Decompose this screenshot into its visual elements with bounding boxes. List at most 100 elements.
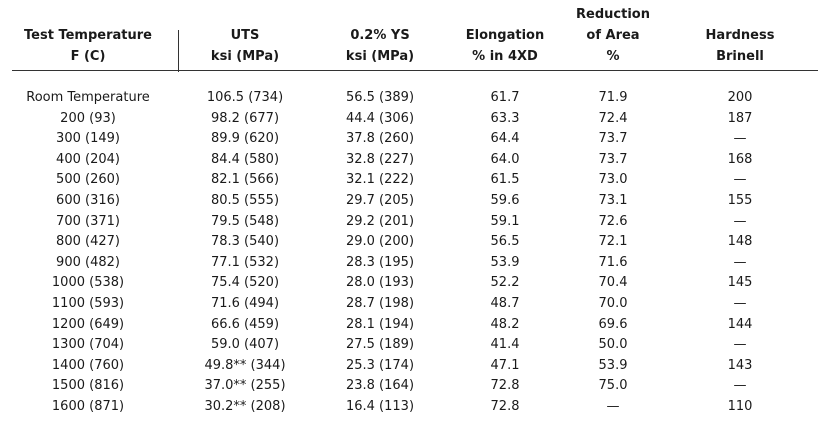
table-cell: 168	[727, 151, 753, 167]
table-cell: 98.2 (677)	[210, 110, 280, 126]
column-header: %	[606, 49, 620, 64]
table-cell: 63.3	[490, 110, 520, 126]
header-rule	[12, 70, 818, 71]
table-cell: 23.8 (164)	[345, 378, 415, 394]
column-header: F (C)	[70, 49, 106, 64]
table-cell: —	[733, 254, 747, 270]
column-header: ksi (MPa)	[345, 49, 415, 64]
table-cell: 106.5 (734)	[206, 90, 284, 105]
table-cell: 61.7	[490, 90, 520, 105]
table-cell: 110	[727, 399, 753, 414]
table-cell: 600 (316)	[56, 193, 120, 208]
table-cell: 72.6	[598, 213, 628, 229]
table-cell: 47.1	[490, 357, 520, 373]
table-cell: 400 (204)	[56, 151, 120, 167]
table-cell: 72.8	[490, 378, 520, 394]
column-header: of Area	[586, 28, 640, 43]
table-cell: 77.1 (532)	[210, 254, 280, 270]
table-cell: 73.1	[598, 193, 628, 208]
table-cell: 73.0	[598, 172, 628, 188]
column-header: Test Temperature	[24, 28, 152, 43]
table-cell: 29.7 (205)	[345, 193, 415, 208]
table-cell: —	[733, 131, 747, 147]
column-header: Elongation	[465, 28, 545, 43]
column-header: UTS	[230, 28, 260, 43]
table-cell: 48.7	[490, 296, 520, 311]
table-cell: —	[733, 296, 747, 311]
column-header: Reduction	[576, 7, 650, 22]
column-divider	[178, 30, 179, 72]
table-cell: 700 (371)	[56, 213, 120, 229]
table-cell: 30.2** (208)	[204, 399, 286, 414]
table-cell: 187	[727, 110, 753, 126]
table-cell: 1600 (871)	[51, 399, 125, 414]
table-cell: 300 (149)	[56, 131, 120, 147]
table-cell: 143	[727, 357, 753, 373]
table-cell: —	[733, 213, 747, 229]
table-cell: 52.2	[490, 275, 520, 291]
table-cell: 800 (427)	[56, 234, 120, 250]
table-cell: —	[733, 337, 747, 353]
table-cell: 49.8** (344)	[204, 357, 286, 373]
table-cell: 28.3 (195)	[345, 254, 415, 270]
table-cell: 44.4 (306)	[345, 110, 415, 126]
table-cell: 900 (482)	[56, 254, 120, 270]
table-cell: 71.6	[598, 254, 628, 270]
table-cell: —	[606, 399, 620, 414]
table-cell: 59.6	[490, 193, 520, 208]
table-cell: 41.4	[490, 337, 520, 353]
table-cell: 71.6 (494)	[210, 296, 280, 311]
column-header: ksi (MPa)	[210, 49, 280, 64]
table-cell: 66.6 (459)	[210, 316, 280, 332]
table-cell: 1100 (593)	[51, 296, 125, 311]
table-cell: 28.7 (198)	[345, 296, 415, 311]
table-cell: 72.4	[598, 110, 628, 126]
table-cell: —	[733, 378, 747, 394]
table-cell: 80.5 (555)	[210, 193, 280, 208]
table-cell: 1400 (760)	[51, 357, 125, 373]
column-header: Brinell	[716, 49, 764, 64]
table-cell: 69.6	[598, 316, 628, 332]
table-cell: 72.1	[598, 234, 628, 250]
table-cell: 73.7	[598, 131, 628, 147]
table-cell: 48.2	[490, 316, 520, 332]
table-cell: 82.1 (566)	[210, 172, 280, 188]
table-cell: 78.3 (540)	[210, 234, 280, 250]
table-cell: 37.8 (260)	[345, 131, 415, 147]
table-cell: 145	[727, 275, 753, 291]
table-cell: 1000 (538)	[51, 275, 125, 291]
table-cell: 1500 (816)	[51, 378, 125, 394]
table-cell: 53.9	[598, 357, 628, 373]
table-cell: 61.5	[490, 172, 520, 188]
table-cell: 73.7	[598, 151, 628, 167]
column-header: 0.2% YS	[350, 28, 410, 43]
table-cell: 56.5 (389)	[345, 90, 415, 105]
table-cell: 37.0** (255)	[204, 378, 286, 394]
table-cell: 84.4 (580)	[210, 151, 280, 167]
table-cell: 50.0	[598, 337, 628, 353]
table-cell: 79.5 (548)	[210, 213, 280, 229]
table-cell: 148	[727, 234, 753, 250]
column-header: % in 4XD	[472, 49, 538, 64]
table-cell: 64.4	[490, 131, 520, 147]
table-cell: 27.5 (189)	[345, 337, 415, 353]
table-cell: 200	[727, 90, 753, 105]
table-cell: 70.4	[598, 275, 628, 291]
table-cell: 28.0 (193)	[345, 275, 415, 291]
table-cell: —	[733, 172, 747, 188]
table-cell: 1200 (649)	[51, 316, 125, 332]
table-cell: 1300 (704)	[51, 337, 125, 353]
table-cell: 500 (260)	[56, 172, 120, 188]
table-cell: 144	[727, 316, 753, 332]
table-cell: 155	[727, 193, 753, 208]
table-cell: 59.0 (407)	[210, 337, 280, 353]
table-cell: 64.0	[490, 151, 520, 167]
table-cell: 28.1 (194)	[345, 316, 415, 332]
table-cell: 29.0 (200)	[345, 234, 415, 250]
table-cell: 29.2 (201)	[345, 213, 415, 229]
table-cell: 89.9 (620)	[210, 131, 280, 147]
table-cell: 53.9	[490, 254, 520, 270]
table-cell: 200 (93)	[60, 110, 116, 126]
column-header: Hardness	[705, 28, 775, 43]
